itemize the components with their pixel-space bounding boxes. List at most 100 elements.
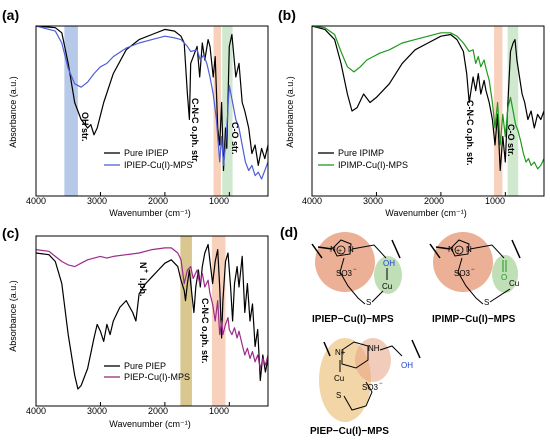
panel-a-frame: [35, 25, 269, 197]
panel-a-xlabel: Wavenumber (cm⁻¹): [109, 208, 190, 218]
panel-c-ann-nplus: N + i.ph.: [138, 262, 149, 297]
panel-a-legend-cu: IPIEP-Cu(I)-MPS: [124, 160, 193, 170]
structure1-plus-circle: [336, 245, 346, 255]
structure2-o: O: [501, 273, 507, 282]
structure2-sulfonate-chain: [457, 257, 484, 305]
panel-a-ann-co: C-O str.: [230, 122, 240, 155]
panel-a-ylabel: Absorbance (a.u.): [8, 76, 18, 148]
panel-b: (b) Absorbance (a.u.) 4000 3000 2000 100…: [278, 7, 545, 218]
panel-b-xlabel: Wavenumber (cm⁻¹): [385, 208, 466, 218]
panel-c-legend-pure: Pure PIEP: [124, 361, 166, 371]
panel-b-xtick-3000: 3000: [363, 196, 383, 206]
panel-c-xtick-3000: 3000: [87, 406, 107, 416]
panel-c-series-pure: [35, 243, 269, 390]
structure3-piperazine-ring: [341, 341, 369, 369]
structure1-name: IPIEP−Cu(I)−MPS: [312, 314, 394, 325]
structure2-green-circle: [492, 255, 518, 293]
panel-c-legend-cu: PIEP-Cu(I)-MPS: [124, 372, 190, 382]
panel-c-series-cu: [35, 247, 269, 370]
structure2-so3-minus: −: [471, 267, 475, 273]
structure-piep-cu-mps: N+ NH OH Cu S SO3 − PIEP−Cu(I)−MPS: [310, 338, 421, 437]
panel-c-letter: (c): [2, 225, 19, 241]
panel-b-series-pure: [311, 25, 545, 172]
structure1-plus: +: [338, 248, 342, 255]
panel-b-series-cu: [311, 25, 545, 170]
panel-a-xtick-3000: 3000: [87, 196, 107, 206]
structure2-imidazolium-ring: [450, 239, 470, 257]
panel-b-ylabel: Absorbance (a.u.): [285, 76, 295, 148]
panel-a-ann-oh: OH str.: [80, 112, 90, 142]
panel-a-series-cu: [35, 25, 269, 180]
panel-b-xtick-1000: 1000: [485, 196, 505, 206]
structure1-imidazolium-ring: [332, 239, 352, 257]
structure3-s: S: [336, 391, 341, 400]
panel-c-frame: [35, 235, 269, 407]
structure1-backbone-left: [311, 243, 333, 259]
panel-a-band-0: [64, 26, 78, 196]
structure3-backbone-right: [411, 339, 421, 359]
structure2-s-cu-bond: [489, 288, 511, 303]
panel-c-plot: [35, 235, 269, 407]
structure2-chain: [469, 244, 505, 259]
structure1-green-circle: [374, 256, 402, 294]
structure2-atom-n1: N: [448, 245, 454, 254]
structure3-so3: SO3: [362, 383, 379, 392]
panel-a-series-pure: [35, 25, 269, 172]
panel-c-band-0: [180, 236, 192, 406]
panel-c-xtick-1000: 1000: [209, 406, 229, 416]
structure2-backbone-left: [429, 243, 451, 259]
panel-c-ann-plus: +: [142, 269, 149, 273]
panel-b-legend-pure: Pure IPIMP: [338, 148, 384, 158]
structure2-atom-n2: N: [466, 245, 472, 254]
panel-c: (c) Absorbance (a.u.) 4000 3000 2000 100…: [2, 225, 269, 429]
structure2-backbone-right: [511, 239, 521, 259]
structure-ipimp-cu-mps: N N + SO3 − O Cu S IPIMP−Cu(I)−MPS: [429, 232, 521, 325]
structure1-s-cu-bond: [371, 290, 384, 303]
structure3-backbone-left: [323, 341, 331, 357]
structure2-so3: SO3: [454, 269, 471, 278]
panel-c-xtick-4000: 4000: [26, 406, 46, 416]
structure3-nplus: N+: [335, 348, 346, 357]
panel-a-xtick-4000: 4000: [26, 196, 46, 206]
structure1-sulfonate-chain: [339, 257, 366, 305]
structure3-oh: OH: [401, 361, 413, 370]
structure1-atom-n1: N: [330, 245, 336, 254]
panel-d-letter: (d): [280, 224, 298, 240]
panel-a-legend-pure: Pure IPIEP: [124, 148, 169, 158]
structure-ipiep-cu-mps: N N + SO3 − OH Cu S IPIEP−Cu(I)−MPS: [311, 232, 402, 325]
structure2-orange-circle: [433, 232, 493, 292]
panel-b-ann-cnc: C-N-C o.ph. str.: [465, 100, 475, 166]
panel-a-xtick-2000: 2000: [148, 196, 168, 206]
panel-c-xlabel: Wavenumber (cm⁻¹): [109, 419, 190, 429]
structure3-so3-minus: −: [379, 381, 383, 387]
panel-c-ann-n: N: [138, 262, 148, 269]
panel-c-ann-cnc: C-N-C o.ph. str.: [200, 298, 210, 364]
panel-c-xtick-2000: 2000: [148, 406, 168, 416]
panel-a-xtick-1000: 1000: [209, 196, 229, 206]
panel-a-ann-cnc: C-N-C o.ph. str.: [190, 98, 200, 164]
structure3-name: PIEP−Cu(I)−MPS: [310, 426, 389, 437]
structure1-orange-circle: [315, 232, 375, 292]
panel-a-letter: (a): [2, 7, 19, 23]
panel-b-xtick-2000: 2000: [424, 196, 444, 206]
structure3-cu: Cu: [334, 374, 344, 383]
panel-b-plot: [311, 25, 545, 197]
panel-b-legend-cu: IPIMP-Cu(I)-MPS: [338, 160, 408, 170]
structure1-chain: [351, 244, 387, 259]
panel-c-ann-iph: i.ph.: [138, 278, 148, 297]
structure3-nh: NH: [368, 344, 380, 353]
structure1-so3: SO3: [336, 269, 353, 278]
structure2-s: S: [484, 298, 489, 307]
structure1-atom-n2: N: [348, 245, 354, 254]
structure1-oh: OH: [383, 259, 395, 268]
structure3-mps-chain: [343, 381, 373, 411]
panel-c-ylabel: Absorbance (a.u.): [8, 280, 18, 352]
structure1-backbone-right: [391, 239, 401, 259]
panel-b-frame: [311, 25, 545, 197]
panel-d: (d) N N + SO3 − OH Cu S IPIEP−Cu(I)−MPS: [280, 224, 521, 437]
panel-b-xtick-4000: 4000: [302, 196, 322, 206]
structure2-cu: Cu: [509, 279, 519, 288]
structure1-so3-minus: −: [353, 267, 357, 273]
panel-b-ann-co: C-O str.: [506, 124, 516, 157]
